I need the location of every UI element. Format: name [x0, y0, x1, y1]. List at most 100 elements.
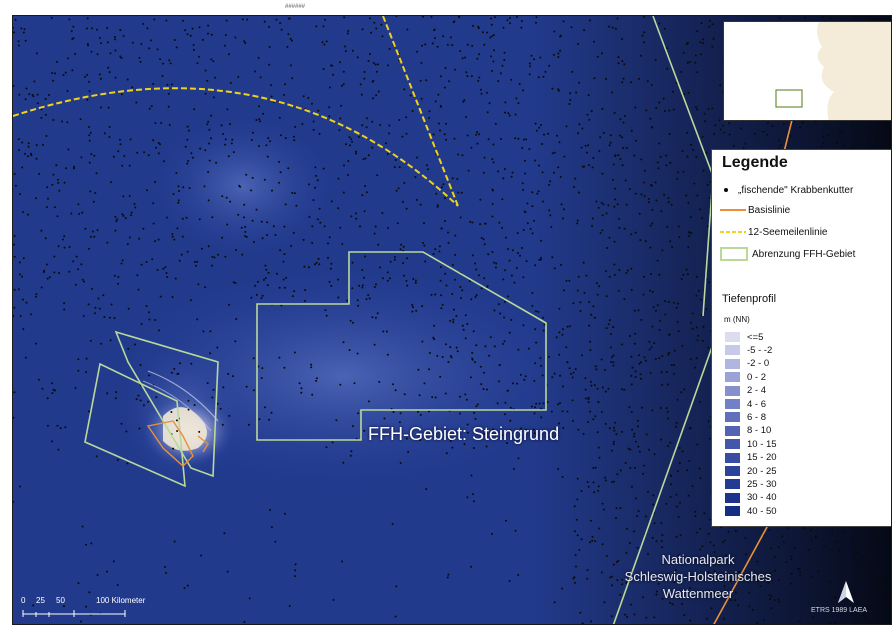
vessel-point [490, 17, 492, 20]
vessel-point [756, 580, 759, 583]
vessel-point [478, 274, 480, 277]
vessel-point [150, 39, 153, 42]
vessel-point [36, 93, 39, 96]
map-frame[interactable]: FFH-Gebiet: Steingrund Nationalpark Schl… [12, 15, 892, 625]
vessel-point [799, 574, 802, 577]
depth-class-row: 40 - 50 [725, 505, 777, 517]
vessel-point [244, 225, 247, 228]
vessel-point [83, 280, 85, 283]
vessel-point [120, 93, 123, 96]
vessel-point [689, 358, 692, 360]
vessel-point [227, 53, 230, 56]
vessel-point [591, 539, 594, 542]
vessel-point [857, 559, 860, 562]
vessel-point [452, 321, 455, 324]
vessel-point [843, 531, 846, 534]
vessel-point [612, 354, 615, 357]
scale-bar-label: 0 [21, 596, 26, 605]
vessel-point [302, 95, 305, 98]
vessel-point [618, 226, 621, 229]
vessel-point [586, 569, 589, 572]
vessel-point [667, 201, 670, 204]
vessel-point [378, 380, 381, 383]
vessel-point [610, 333, 612, 336]
vessel-point [643, 464, 645, 467]
vessel-point [576, 222, 579, 225]
vessel-point [147, 400, 150, 403]
vessel-point [152, 139, 155, 142]
vessel-point [607, 323, 610, 326]
vessel-point [275, 18, 278, 21]
vessel-point [280, 304, 283, 307]
vessel-point [597, 446, 600, 449]
vessel-point [702, 325, 705, 328]
vessel-point [412, 278, 415, 280]
vessel-point [661, 249, 664, 252]
vessel-point [856, 551, 859, 554]
national-park-boundary-south [612, 315, 724, 624]
vessel-point [671, 90, 674, 93]
depth-class-label: 40 - 50 [747, 505, 777, 517]
vessel-point [212, 388, 215, 391]
ffh-helgoland-outline-north[interactable] [114, 330, 219, 478]
vessel-point [649, 184, 652, 186]
vessel-point [197, 283, 200, 286]
vessel-point [362, 158, 365, 161]
vessel-point [611, 91, 613, 94]
vessel-point [433, 338, 436, 341]
vessel-point [349, 454, 352, 457]
vessel-point [628, 542, 631, 545]
vessel-point [892, 395, 893, 397]
vessel-point [289, 64, 292, 67]
nationalpark-label-line: Schleswig-Holsteinisches [624, 569, 772, 584]
vessel-point [650, 346, 653, 349]
vessel-point [142, 227, 145, 230]
vessel-point [291, 295, 294, 298]
vessel-point [349, 144, 352, 147]
vessel-point [315, 174, 317, 177]
vessel-point [599, 136, 602, 139]
vessel-point [864, 605, 867, 608]
vessel-point [562, 328, 564, 331]
vessel-point [443, 197, 446, 200]
vessel-point [189, 34, 192, 37]
vessel-point [90, 50, 93, 53]
vessel-point [388, 47, 391, 50]
vessel-point [573, 530, 576, 533]
vessel-point [406, 28, 409, 31]
vessel-point [451, 177, 454, 180]
vessel-point [655, 106, 658, 109]
vessel-point [700, 53, 703, 56]
vessel-point [523, 210, 526, 213]
vessel-point [17, 138, 20, 141]
vessel-point [181, 217, 184, 220]
vessel-point [257, 56, 260, 59]
vessel-point [430, 16, 433, 18]
vessel-point [405, 116, 408, 119]
vessel-point [707, 281, 710, 284]
vessel-point [667, 353, 670, 356]
vessel-point [447, 231, 449, 234]
vessel-point [559, 175, 562, 178]
vessel-point [686, 469, 689, 472]
vessel-point [549, 214, 552, 217]
vessel-point [324, 18, 327, 21]
vessel-point [701, 135, 704, 138]
vessel-point [557, 166, 560, 169]
ffh-steingrund-outline[interactable] [256, 251, 547, 441]
vessel-point [541, 143, 544, 145]
vessel-point [615, 433, 618, 436]
vessel-point [727, 530, 730, 533]
vessel-point [557, 88, 560, 91]
vessel-point [394, 159, 397, 161]
vessel-point [605, 270, 607, 273]
vessel-point [505, 519, 507, 522]
vessel-point [630, 485, 633, 488]
vessel-point [394, 615, 397, 618]
overview-inset-map[interactable] [723, 21, 891, 121]
ffh-helgoland-outline-west[interactable] [84, 362, 186, 488]
vessel-point [350, 138, 353, 141]
vessel-point [372, 62, 375, 64]
vessel-point [245, 173, 248, 176]
vessel-point [668, 109, 671, 112]
